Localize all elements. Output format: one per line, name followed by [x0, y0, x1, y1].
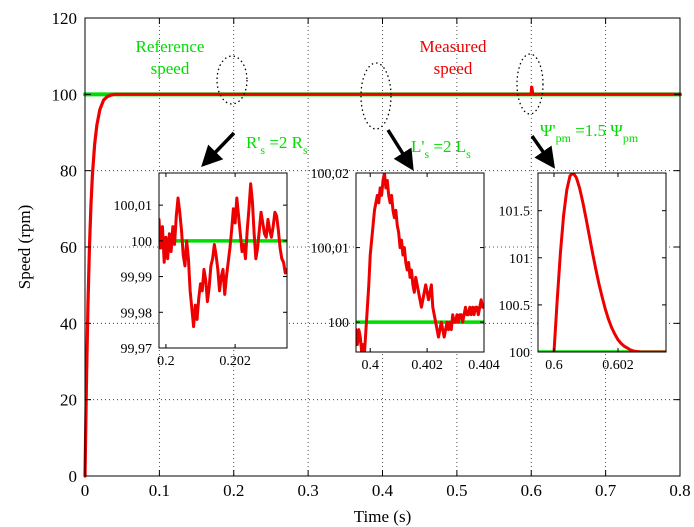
inset-background: [538, 173, 666, 352]
y-tick-label: 120: [52, 9, 78, 28]
x-tick-label: 0.6: [521, 481, 542, 500]
inset-y-tick-label: 99,97: [121, 342, 153, 357]
inset-1: 0.2 0.202 99,97 99,98 99,99 100 100,01: [114, 172, 288, 369]
x-tick-label: 0.5: [446, 481, 467, 500]
inset-y-tick-label: 100: [509, 346, 530, 361]
inset-x-tick-label: 0.6: [545, 358, 563, 373]
inset-y-tick-label: 101: [509, 252, 530, 267]
inset-x-tick-label: 0.404: [468, 358, 500, 373]
axes: 0 0.1 0.2 0.3 0.4 0.5 0.6 0.7 0.8 0 20 40 60 80 100 120: [52, 9, 691, 500]
y-tick-label: 60: [60, 238, 77, 257]
annotations: Reference speed Measured speed R's =2 Rs L's …: [136, 37, 639, 161]
inset-y-tick-label: 100.5: [499, 299, 531, 314]
highlight-ellipse: [216, 55, 248, 105]
y-tick-label: 20: [60, 391, 77, 410]
inset-y-tick-label: 100: [328, 316, 349, 331]
highlight-ellipse: [360, 62, 392, 130]
insets: 0.2 0.202 99,97 99,98 99,99 100 100,01 0.4 0.402…: [114, 167, 667, 373]
rs-annotation: R's =2 Rs: [246, 133, 308, 157]
inset-x-tick-label: 0.602: [602, 358, 634, 373]
inset-y-tick-label: 101.5: [499, 205, 531, 220]
inset-frame: [537, 172, 667, 353]
ls-annotation: L's =2 Ls: [411, 137, 471, 161]
inset-y-tick-label: 100,01: [114, 199, 153, 214]
inset-measured-line: [552, 173, 666, 352]
x-tick-label: 0.2: [223, 481, 244, 500]
inset-y-tick-label: 100: [131, 235, 152, 250]
y-tick-label: 40: [60, 314, 77, 333]
inset-x-tick-label: 0.4: [361, 358, 379, 373]
inset-frame: [158, 172, 288, 349]
x-tick-label: 0.8: [669, 481, 690, 500]
inset-x-tick-label: 0.2: [157, 354, 175, 369]
x-tick-label: 0.4: [372, 481, 394, 500]
inset-2: 0.4 0.402 0.404 100 100,01 100,02: [311, 167, 500, 373]
callout-arrow: [386, 129, 414, 171]
inset-y-tick-label: 99,98: [121, 306, 153, 321]
y-tick-label: 0: [69, 467, 78, 486]
callout-arrow: [530, 134, 556, 169]
inset-measured-line: [356, 173, 484, 352]
highlight-ellipse: [516, 53, 544, 115]
inset-x-tick-label: 0.402: [411, 358, 443, 373]
callout-arrow: [201, 131, 236, 168]
x-tick-label: 0.7: [595, 481, 617, 500]
measured-speed-annotation: Measured speed: [419, 37, 487, 78]
reference-speed-annotation: Reference speed: [136, 37, 205, 78]
inset-y-tick-label: 100,01: [311, 242, 350, 257]
x-tick-label: 0: [81, 481, 90, 500]
x-tick-label: 0.3: [298, 481, 319, 500]
callouts: [201, 53, 556, 171]
x-axis-title: Time (s): [354, 507, 411, 526]
inset-y-tick-label: 99,99: [121, 271, 153, 286]
y-tick-label: 80: [60, 162, 77, 181]
y-tick-label: 100: [52, 85, 78, 104]
inset-y-tick-label: 100,02: [311, 167, 350, 182]
inset-frame: [355, 172, 485, 353]
inset-x-tick-label: 0.202: [219, 354, 251, 369]
psi-pm-annotation: Ψ'pm =1.5 Ψpm: [540, 121, 639, 145]
inset-3: 0.6 0.602 100 100.5 101 101.5: [499, 172, 667, 373]
inset-background: [159, 173, 287, 348]
y-axis-title: Speed (rpm): [15, 205, 34, 290]
inset-measured-line: [159, 182, 287, 329]
x-tick-label: 0.1: [149, 481, 170, 500]
